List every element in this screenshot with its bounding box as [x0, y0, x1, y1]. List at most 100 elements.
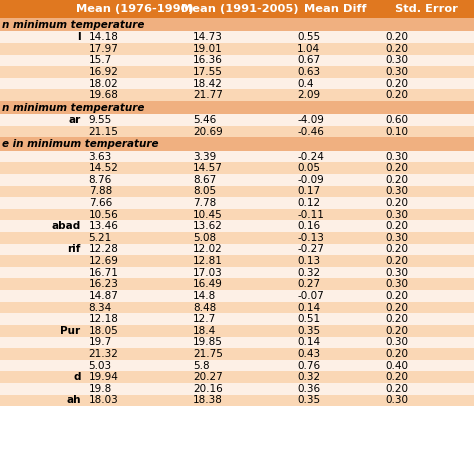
Text: 0.20: 0.20 — [385, 163, 408, 173]
Text: 12.7: 12.7 — [193, 314, 216, 324]
Text: 14.73: 14.73 — [193, 32, 223, 42]
Text: 0.67: 0.67 — [297, 55, 320, 65]
Text: 0.30: 0.30 — [385, 67, 408, 77]
Text: 18.42: 18.42 — [193, 79, 223, 89]
Text: 8.05: 8.05 — [193, 186, 216, 196]
Text: 14.18: 14.18 — [89, 32, 118, 42]
Text: 0.55: 0.55 — [297, 32, 320, 42]
Text: 15.7: 15.7 — [89, 55, 112, 65]
FancyBboxPatch shape — [0, 18, 474, 31]
Text: 0.32: 0.32 — [297, 268, 320, 278]
FancyBboxPatch shape — [0, 114, 474, 126]
Text: 5.08: 5.08 — [193, 233, 216, 243]
FancyBboxPatch shape — [0, 267, 474, 278]
Text: 21.77: 21.77 — [193, 90, 223, 100]
Text: 17.97: 17.97 — [89, 44, 118, 54]
Text: 1.04: 1.04 — [297, 44, 320, 54]
Text: -4.09: -4.09 — [297, 115, 324, 125]
Text: e in minimum temperature: e in minimum temperature — [2, 139, 159, 149]
Text: 3.39: 3.39 — [193, 152, 216, 162]
FancyBboxPatch shape — [0, 162, 474, 174]
Text: 0.30: 0.30 — [385, 279, 408, 289]
Text: 14.52: 14.52 — [89, 163, 118, 173]
Text: 16.36: 16.36 — [193, 55, 223, 65]
Text: 18.38: 18.38 — [193, 395, 223, 405]
Text: 0.20: 0.20 — [385, 175, 408, 185]
Text: 13.62: 13.62 — [193, 221, 223, 231]
FancyBboxPatch shape — [0, 220, 474, 232]
Text: 0.20: 0.20 — [385, 384, 408, 394]
FancyBboxPatch shape — [0, 0, 474, 18]
Text: 12.69: 12.69 — [89, 256, 118, 266]
Text: n minimum temperature: n minimum temperature — [2, 102, 145, 113]
Text: 10.56: 10.56 — [89, 210, 118, 219]
Text: 0.12: 0.12 — [297, 198, 320, 208]
FancyBboxPatch shape — [0, 278, 474, 290]
Text: -0.46: -0.46 — [297, 127, 324, 137]
Text: 13.46: 13.46 — [89, 221, 118, 231]
Text: 12.18: 12.18 — [89, 314, 118, 324]
FancyBboxPatch shape — [0, 66, 474, 78]
Text: 0.30: 0.30 — [385, 186, 408, 196]
Text: 0.20: 0.20 — [385, 245, 408, 255]
Text: 16.71: 16.71 — [89, 268, 118, 278]
Text: 19.68: 19.68 — [89, 90, 118, 100]
Text: 14.8: 14.8 — [193, 291, 216, 301]
Text: 5.8: 5.8 — [193, 361, 210, 371]
Text: 0.76: 0.76 — [297, 361, 320, 371]
Text: 0.43: 0.43 — [297, 349, 320, 359]
FancyBboxPatch shape — [0, 89, 474, 101]
Text: 0.17: 0.17 — [297, 186, 320, 196]
Text: 0.20: 0.20 — [385, 256, 408, 266]
FancyBboxPatch shape — [0, 101, 474, 114]
Text: 0.63: 0.63 — [297, 67, 320, 77]
Text: 0.27: 0.27 — [297, 279, 320, 289]
Text: 17.03: 17.03 — [193, 268, 223, 278]
Text: -0.07: -0.07 — [297, 291, 324, 301]
FancyBboxPatch shape — [0, 394, 474, 406]
Text: d: d — [73, 372, 81, 382]
FancyBboxPatch shape — [0, 348, 474, 360]
Text: 17.55: 17.55 — [193, 67, 223, 77]
FancyBboxPatch shape — [0, 301, 474, 313]
Text: 0.20: 0.20 — [385, 372, 408, 382]
Text: 8.48: 8.48 — [193, 302, 216, 312]
Text: 0.30: 0.30 — [385, 210, 408, 219]
Text: 5.21: 5.21 — [89, 233, 112, 243]
Text: 12.81: 12.81 — [193, 256, 223, 266]
FancyBboxPatch shape — [0, 360, 474, 371]
Text: 21.75: 21.75 — [193, 349, 223, 359]
Text: 0.20: 0.20 — [385, 32, 408, 42]
Text: -0.13: -0.13 — [297, 233, 324, 243]
Text: abad: abad — [51, 221, 81, 231]
Text: 0.05: 0.05 — [297, 163, 320, 173]
FancyBboxPatch shape — [0, 31, 474, 43]
Text: 9.55: 9.55 — [89, 115, 112, 125]
Text: 0.20: 0.20 — [385, 44, 408, 54]
Text: 7.78: 7.78 — [193, 198, 216, 208]
FancyBboxPatch shape — [0, 337, 474, 348]
Text: 14.87: 14.87 — [89, 291, 118, 301]
Text: l: l — [77, 32, 81, 42]
FancyBboxPatch shape — [0, 43, 474, 55]
Text: 0.30: 0.30 — [385, 55, 408, 65]
Text: ar: ar — [68, 115, 81, 125]
Text: 21.32: 21.32 — [89, 349, 118, 359]
Text: 0.20: 0.20 — [385, 221, 408, 231]
Text: -0.24: -0.24 — [297, 152, 324, 162]
Text: 8.76: 8.76 — [89, 175, 112, 185]
Text: 20.16: 20.16 — [193, 384, 223, 394]
Text: 0.20: 0.20 — [385, 326, 408, 336]
Text: 0.13: 0.13 — [297, 256, 320, 266]
Text: 20.69: 20.69 — [193, 127, 223, 137]
Text: ah: ah — [66, 395, 81, 405]
FancyBboxPatch shape — [0, 126, 474, 137]
Text: 21.15: 21.15 — [89, 127, 118, 137]
Text: 8.67: 8.67 — [193, 175, 216, 185]
Text: 0.30: 0.30 — [385, 152, 408, 162]
FancyBboxPatch shape — [0, 325, 474, 337]
Text: Std. Error: Std. Error — [395, 4, 458, 14]
Text: 0.51: 0.51 — [297, 314, 320, 324]
Text: 18.02: 18.02 — [89, 79, 118, 89]
Text: 18.4: 18.4 — [193, 326, 216, 336]
